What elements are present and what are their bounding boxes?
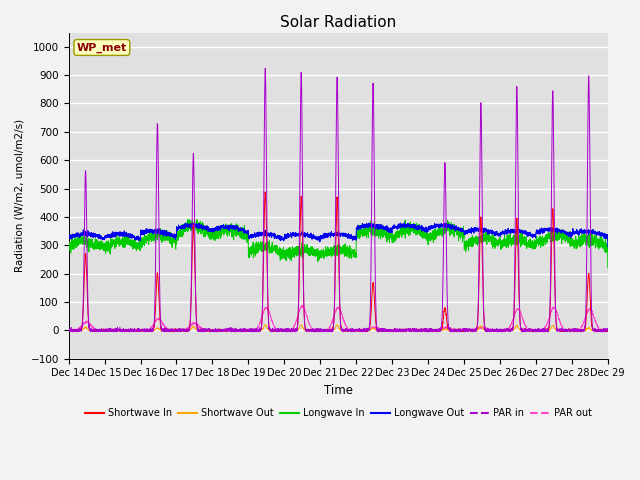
Longwave Out <box>459 228 467 234</box>
Longwave In <box>604 265 612 271</box>
PAR in <box>162 326 170 332</box>
PAR out <box>318 327 326 333</box>
Longwave In <box>318 252 326 257</box>
PAR in <box>460 325 467 331</box>
Shortwave Out <box>261 322 269 327</box>
PAR in <box>604 326 611 332</box>
Line: PAR in: PAR in <box>68 68 608 332</box>
PAR in <box>65 327 72 333</box>
Longwave Out <box>65 234 72 240</box>
Line: Longwave Out: Longwave Out <box>68 223 608 247</box>
Shortwave In <box>65 327 72 333</box>
Line: Longwave In: Longwave In <box>68 219 608 268</box>
Line: PAR out: PAR out <box>68 305 608 331</box>
Shortwave In <box>604 326 612 332</box>
Shortwave In <box>318 327 326 333</box>
Shortwave Out <box>65 327 72 333</box>
PAR in <box>490 327 497 333</box>
PAR in <box>429 327 437 333</box>
Shortwave Out <box>490 327 497 333</box>
PAR out <box>429 328 437 334</box>
PAR out <box>460 327 467 333</box>
Shortwave Out <box>429 327 437 333</box>
Legend: Shortwave In, Shortwave Out, Longwave In, Longwave Out, PAR in, PAR out: Shortwave In, Shortwave Out, Longwave In… <box>81 405 596 422</box>
Longwave Out <box>429 224 437 229</box>
Shortwave In <box>490 328 497 334</box>
Line: Shortwave Out: Shortwave Out <box>68 324 608 331</box>
Longwave Out <box>162 232 170 238</box>
Text: WP_met: WP_met <box>77 42 127 53</box>
Longwave In <box>429 233 437 239</box>
PAR in <box>67 329 74 335</box>
PAR in <box>604 325 612 331</box>
Shortwave Out <box>318 327 326 333</box>
Longwave Out <box>401 220 408 226</box>
PAR out <box>490 327 497 333</box>
Longwave Out <box>490 229 497 235</box>
PAR out <box>299 302 307 308</box>
Shortwave Out <box>162 327 170 333</box>
PAR out <box>604 328 611 334</box>
PAR out <box>65 327 72 333</box>
Shortwave Out <box>604 327 611 333</box>
X-axis label: Time: Time <box>324 384 353 397</box>
Shortwave In <box>604 329 611 335</box>
Shortwave In <box>162 327 170 333</box>
Title: Solar Radiation: Solar Radiation <box>280 15 396 30</box>
Longwave In <box>184 216 192 222</box>
Longwave In <box>162 233 170 239</box>
Longwave In <box>459 228 467 234</box>
Longwave In <box>490 233 497 239</box>
Shortwave Out <box>604 327 612 333</box>
Longwave Out <box>604 235 611 240</box>
Longwave Out <box>318 233 326 239</box>
Shortwave Out <box>67 328 75 334</box>
PAR out <box>65 328 73 334</box>
Longwave Out <box>604 244 612 250</box>
PAR out <box>162 324 170 330</box>
Shortwave Out <box>460 327 467 333</box>
Longwave In <box>65 241 72 247</box>
PAR in <box>261 65 269 71</box>
PAR in <box>318 327 326 333</box>
Shortwave In <box>460 328 467 334</box>
Y-axis label: Radiation (W/m2, umol/m2/s): Radiation (W/m2, umol/m2/s) <box>15 119 25 272</box>
Shortwave In <box>429 327 437 333</box>
PAR out <box>604 328 612 334</box>
Shortwave In <box>75 329 83 335</box>
Line: Shortwave In: Shortwave In <box>68 192 608 332</box>
Shortwave In <box>261 189 269 195</box>
Longwave In <box>604 248 611 254</box>
